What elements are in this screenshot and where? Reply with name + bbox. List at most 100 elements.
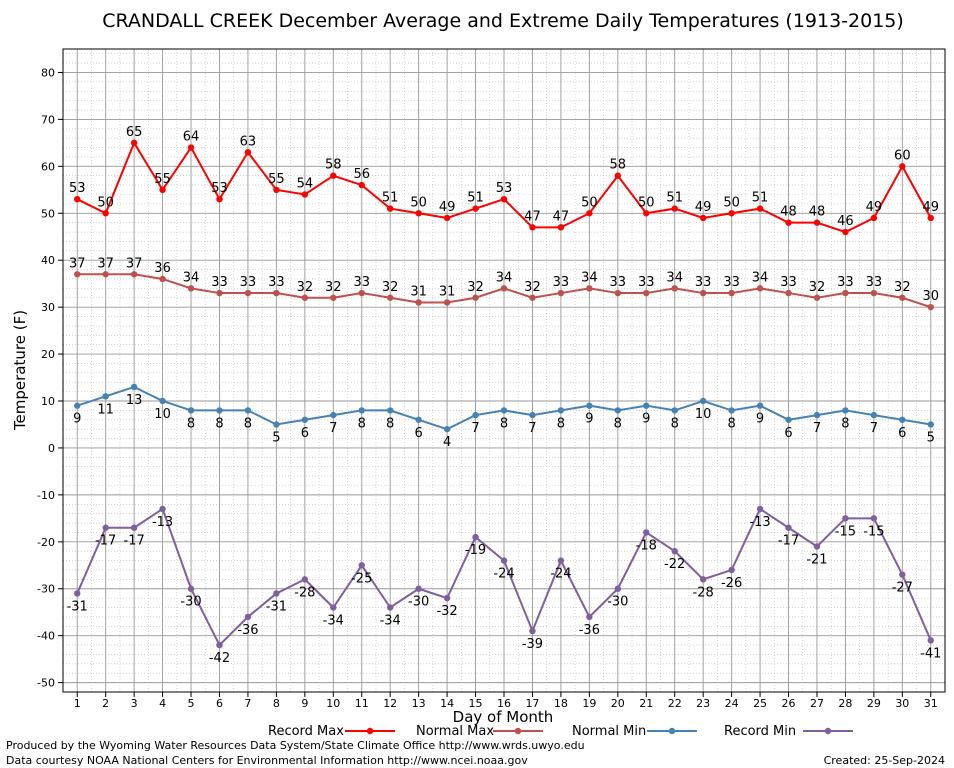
normal-max-data-label: 32 (382, 280, 399, 295)
record-max-point (927, 214, 934, 222)
normal-min-data-label: 8 (614, 416, 622, 431)
normal-max-point (614, 289, 622, 297)
normal-min-data-label: 8 (215, 416, 223, 431)
record-max-point (870, 214, 878, 222)
normal-min-data-label: 6 (784, 426, 792, 441)
record-max-point (301, 191, 309, 198)
normal-min-point (159, 397, 166, 405)
record-max-data-label: 55 (268, 172, 285, 187)
record-max-data-label: 50 (97, 195, 114, 210)
normal-min-point (443, 425, 451, 433)
normal-min-point (785, 416, 792, 423)
record-max-point (643, 210, 650, 217)
legend-marker-record-max (366, 727, 374, 735)
normal-max-point (586, 285, 593, 292)
normal-min-data-label: 7 (528, 421, 536, 436)
record-min-data-label: -39 (522, 637, 543, 652)
normal-min-data-label: 8 (358, 416, 366, 431)
record-min-data-label: -28 (693, 585, 714, 600)
record-min-data-label: -17 (124, 534, 145, 549)
record-min-data-label: -15 (835, 524, 856, 539)
record-max-data-label: 48 (780, 205, 797, 220)
normal-min-data-label: 8 (557, 416, 565, 431)
record-max-data-label: 60 (894, 148, 911, 163)
normal-max-data-label: 32 (467, 280, 484, 295)
normal-max-point (159, 275, 166, 283)
record-min-data-label: -13 (152, 515, 173, 530)
normal-max-point (273, 289, 280, 297)
y-tick-label: 0 (48, 442, 55, 455)
normal-max-data-label: 37 (126, 256, 143, 271)
normal-min-data-label: 8 (386, 416, 394, 431)
record-max-data-label: 58 (325, 158, 342, 173)
normal-min-point (358, 407, 365, 414)
normal-max-point (557, 289, 565, 297)
normal-max-data-label: 34 (183, 270, 200, 285)
y-tick-label: -40 (37, 630, 55, 643)
x-tick-label: 9 (301, 697, 308, 710)
record-min-point (330, 604, 337, 611)
normal-max-data-label: 33 (695, 275, 712, 290)
normal-min-data-label: 7 (870, 421, 878, 436)
record-max-data-label: 63 (240, 134, 257, 149)
x-tick-label: 23 (696, 697, 710, 710)
x-tick-label: 1 (74, 697, 81, 710)
normal-min-data-label: 8 (841, 416, 849, 431)
normal-max-data-label: 37 (69, 256, 86, 271)
x-tick-label: 18 (554, 697, 568, 710)
record-max-data-label: 49 (439, 200, 456, 215)
record-min-point (614, 585, 622, 592)
record-min-point (756, 505, 764, 513)
normal-max-point (472, 294, 479, 301)
normal-max-point (443, 299, 451, 306)
record-max-data-label: 50 (410, 195, 427, 210)
normal-max-point (813, 294, 821, 301)
normal-min-point (330, 411, 337, 419)
record-min-point (557, 557, 565, 564)
normal-max-point (358, 289, 365, 297)
record-max-point (671, 205, 678, 212)
record-min-point (728, 566, 735, 574)
record-max-point (586, 210, 593, 217)
legend-label-record-max: Record Max (268, 724, 344, 739)
record-min-point (529, 627, 536, 635)
normal-max-data-label: 33 (638, 275, 655, 290)
normal-min-data-label: 9 (585, 412, 593, 427)
normal-max-point (699, 289, 707, 297)
normal-max-data-label: 33 (837, 275, 854, 290)
legend-label-normal-min: Normal Min (572, 724, 646, 739)
normal-max-point (187, 285, 195, 292)
footer-credit-line-2: Data courtesy NOAA National Centers for … (6, 754, 528, 767)
normal-max-point (74, 271, 81, 278)
record-min-point (415, 585, 422, 592)
record-max-data-label: 55 (154, 172, 171, 187)
normal-max-data-label: 33 (353, 275, 370, 290)
normal-max-data-label: 32 (524, 280, 541, 295)
record-max-data-label: 50 (581, 195, 598, 210)
x-tick-label: 10 (326, 697, 340, 710)
record-max-series: 53 50 65 55 64 53 63 55 54 58 56 51 50 49 51 53 47 47 50 58… (69, 125, 939, 236)
record-max-point (216, 195, 223, 203)
normal-max-point (301, 294, 309, 301)
y-tick-label: -20 (37, 536, 55, 549)
record-min-data-label: -31 (67, 599, 88, 614)
record-min-data-label: -18 (636, 538, 657, 553)
x-tick-label: 3 (131, 697, 138, 710)
normal-min-data-label: 6 (415, 426, 423, 441)
record-min-point (187, 585, 195, 592)
record-min-point (899, 571, 906, 578)
normal-max-point (870, 289, 878, 297)
normal-max-point (330, 294, 337, 301)
x-tick-label: 6 (216, 697, 223, 710)
record-min-point (358, 562, 365, 569)
x-tick-label: 27 (810, 697, 824, 710)
legend-marker-record-min (824, 727, 832, 735)
record-min-data-label: -36 (237, 623, 258, 638)
record-min-data-label: -30 (408, 595, 429, 610)
normal-max-point (671, 285, 678, 292)
normal-min-point (273, 421, 280, 428)
record-max-point (159, 186, 166, 194)
record-min-data-label: -32 (436, 604, 457, 619)
record-min-data-label: -17 (95, 534, 116, 549)
